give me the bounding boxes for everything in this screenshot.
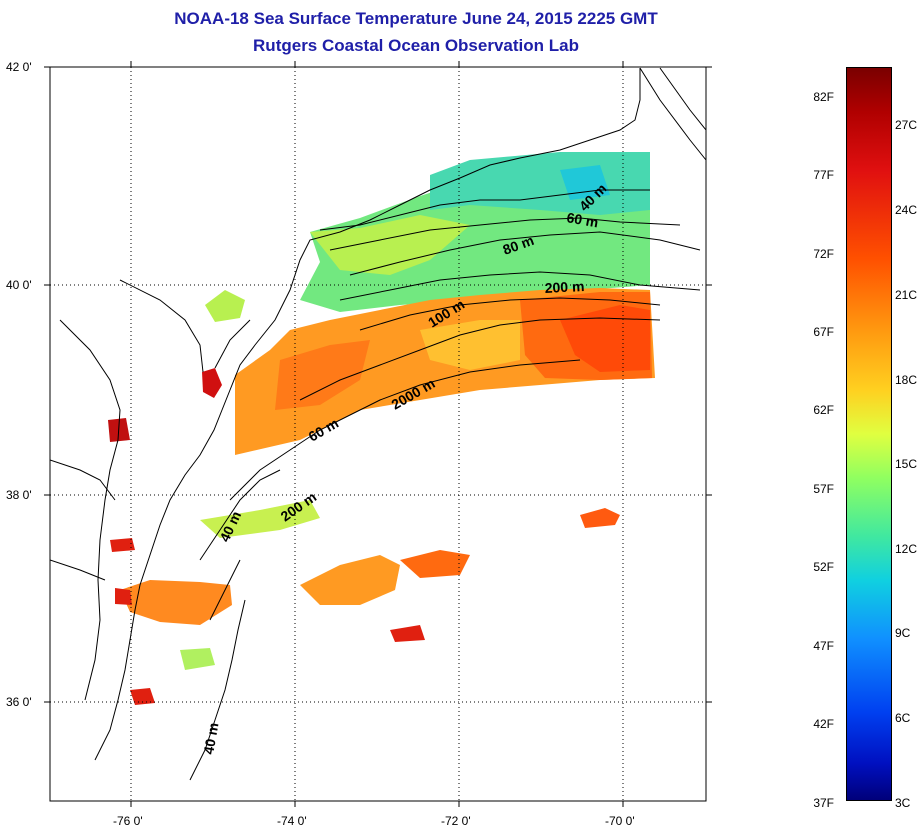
map-title: NOAA-18 Sea Surface Temperature June 24,… (174, 9, 658, 28)
colorbar-f-label: 57F (813, 482, 834, 496)
lon-label: -70 0' (605, 814, 635, 828)
temperature-colorbar (846, 67, 892, 801)
lon-label: -76 0' (113, 814, 143, 828)
colorbar-f-label: 37F (813, 796, 834, 810)
lon-label: -72 0' (441, 814, 471, 828)
colorbar-c-label: 27C (895, 118, 918, 132)
lat-label: 36 0' (6, 695, 32, 709)
colorbar-c-label: 9C (895, 626, 911, 640)
colorbar-f-label: 82F (813, 90, 834, 104)
colorbar-c-label: 3C (895, 796, 911, 810)
lat-label: 40 0' (6, 278, 32, 292)
colorbar-f-label: 67F (813, 325, 834, 339)
colorbar-c-label: 18C (895, 373, 918, 387)
colorbar-f-label: 62F (813, 403, 834, 417)
colorbar-c-label: 24C (895, 203, 918, 217)
colorbar-f-label: 72F (813, 247, 834, 261)
lon-label: -74 0' (277, 814, 307, 828)
colorbar-c-label: 21C (895, 288, 918, 302)
colorbar-c-label: 6C (895, 711, 911, 725)
axis-ticks (44, 61, 712, 807)
lat-label: 42 0' (6, 60, 32, 74)
colorbar-c-label: 12C (895, 542, 918, 556)
sst-data (108, 152, 655, 705)
colorbar-f-label: 52F (813, 560, 834, 574)
lat-label: 38 0' (6, 488, 32, 502)
colorbar-f-label: 47F (813, 639, 834, 653)
contour-label: 60 m (565, 209, 599, 230)
contour-label: 200 m (544, 278, 584, 296)
gridlines (50, 67, 706, 801)
contour-label: 40 m (200, 721, 221, 755)
colorbar-c-label: 15C (895, 457, 918, 471)
map-subtitle: Rutgers Coastal Ocean Observation Lab (253, 36, 579, 55)
map-frame (49, 66, 707, 802)
colorbar-f-label: 42F (813, 717, 834, 731)
colorbar-f-label: 77F (813, 168, 834, 182)
coastline (50, 67, 706, 781)
